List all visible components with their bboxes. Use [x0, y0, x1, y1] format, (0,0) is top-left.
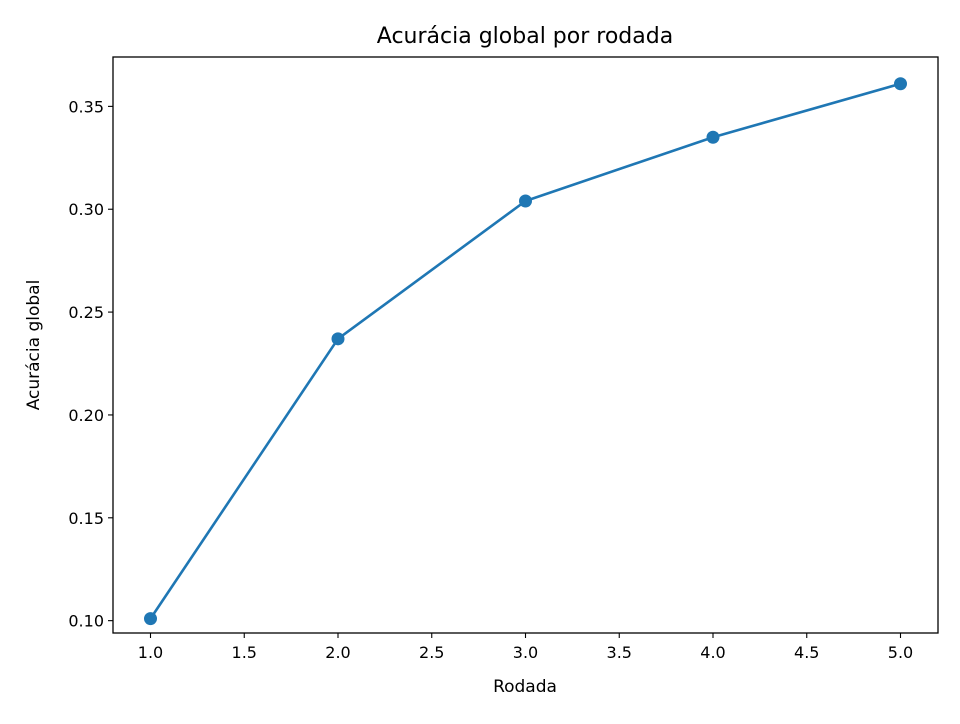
y-tick-label: 0.20 [68, 406, 104, 425]
x-tick-label: 2.0 [325, 643, 350, 662]
x-tick-label: 1.0 [138, 643, 163, 662]
y-tick-label: 0.10 [68, 612, 104, 631]
data-point [331, 332, 345, 346]
y-tick-label: 0.30 [68, 200, 104, 219]
plot-frame [112, 56, 939, 634]
y-axis: 0.10 0.15 0.20 0.25 0.30 0.35 [68, 97, 113, 631]
x-axis: 1.0 1.5 2.0 2.5 3.0 3.5 4.0 4.5 5.0 [138, 633, 913, 662]
x-tick-label: 3.5 [607, 643, 632, 662]
y-tick-label: 0.15 [68, 509, 104, 528]
y-axis-label: Acurácia global [24, 280, 44, 411]
data-point [144, 612, 157, 626]
plot-area [144, 77, 907, 626]
x-axis-label: Rodada [493, 677, 557, 697]
x-tick-label: 5.0 [888, 643, 913, 662]
x-tick-label: 4.0 [700, 643, 725, 662]
y-tick-label: 0.25 [68, 303, 104, 322]
x-tick-label: 4.5 [794, 643, 819, 662]
chart-title: Acurácia global por rodada [377, 24, 673, 49]
data-point [706, 130, 720, 144]
data-point [519, 194, 532, 208]
series-line [149, 82, 902, 620]
x-tick-label: 2.5 [419, 643, 444, 662]
x-tick-label: 1.5 [232, 643, 257, 662]
y-tick-label: 0.35 [68, 97, 104, 116]
x-tick-label: 3.0 [513, 643, 538, 662]
data-point [894, 77, 907, 91]
